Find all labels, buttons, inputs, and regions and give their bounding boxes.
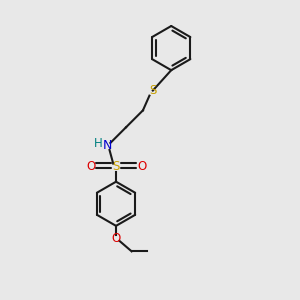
Text: H: H	[94, 137, 103, 150]
Text: O: O	[111, 232, 121, 245]
Text: N: N	[103, 139, 112, 152]
Text: O: O	[137, 160, 146, 173]
Text: O: O	[86, 160, 95, 173]
Text: S: S	[112, 160, 120, 173]
Text: S: S	[149, 84, 157, 97]
